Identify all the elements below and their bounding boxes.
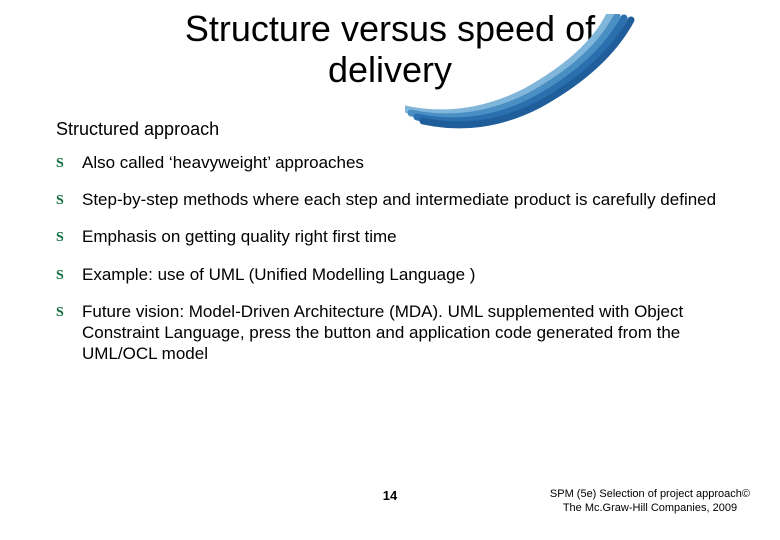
list-item: S Step-by-step methods where each step an… — [56, 189, 740, 210]
subheading: Structured approach — [56, 119, 780, 140]
list-item: S Emphasis on getting quality right first… — [56, 226, 740, 247]
title-line-1: Structure versus speed of — [185, 8, 595, 49]
footer-line-2: The Mc.Graw-Hill Companies, 2009 — [550, 502, 750, 516]
bullet-list: SAlso called ‘heavyweight’ approaches SS… — [56, 152, 740, 365]
bullet-text: Step-by-step methods where each step and… — [82, 190, 716, 209]
footer: 14 SPM (5e) Selection of project approac… — [0, 488, 780, 528]
bullet-marker-icon: S — [56, 229, 64, 247]
list-item: S Example: use of UML (Unified Modelling … — [56, 264, 740, 285]
bullet-text: Example: use of UML (Unified Modelling L… — [82, 265, 475, 284]
bullet-marker-icon: S — [56, 192, 64, 210]
title-line-2: delivery — [328, 49, 452, 90]
bullet-marker-icon: S — [56, 304, 64, 322]
title-block: Structure versus speed of delivery — [0, 0, 780, 91]
bullet-text: Future vision: Model-Driven Architecture… — [82, 302, 683, 364]
footer-attribution: SPM (5e) Selection of project approach© … — [550, 488, 750, 516]
page-number: 14 — [383, 488, 397, 503]
list-item: S Future vision: Model-Driven Architectur… — [56, 301, 740, 365]
footer-line-1: SPM (5e) Selection of project approach© — [550, 488, 750, 502]
bullet-marker-icon: S — [56, 155, 64, 173]
bullet-marker-icon: S — [56, 267, 64, 285]
bullet-text: Also called ‘heavyweight’ approaches — [82, 153, 364, 172]
bullet-text: Emphasis on getting quality right first … — [82, 227, 397, 246]
slide-title: Structure versus speed of delivery — [0, 8, 780, 91]
list-item: S Also called ‘heavyweight’ approaches — [56, 152, 740, 173]
slide: Structure versus speed of delivery Struc… — [0, 0, 780, 540]
